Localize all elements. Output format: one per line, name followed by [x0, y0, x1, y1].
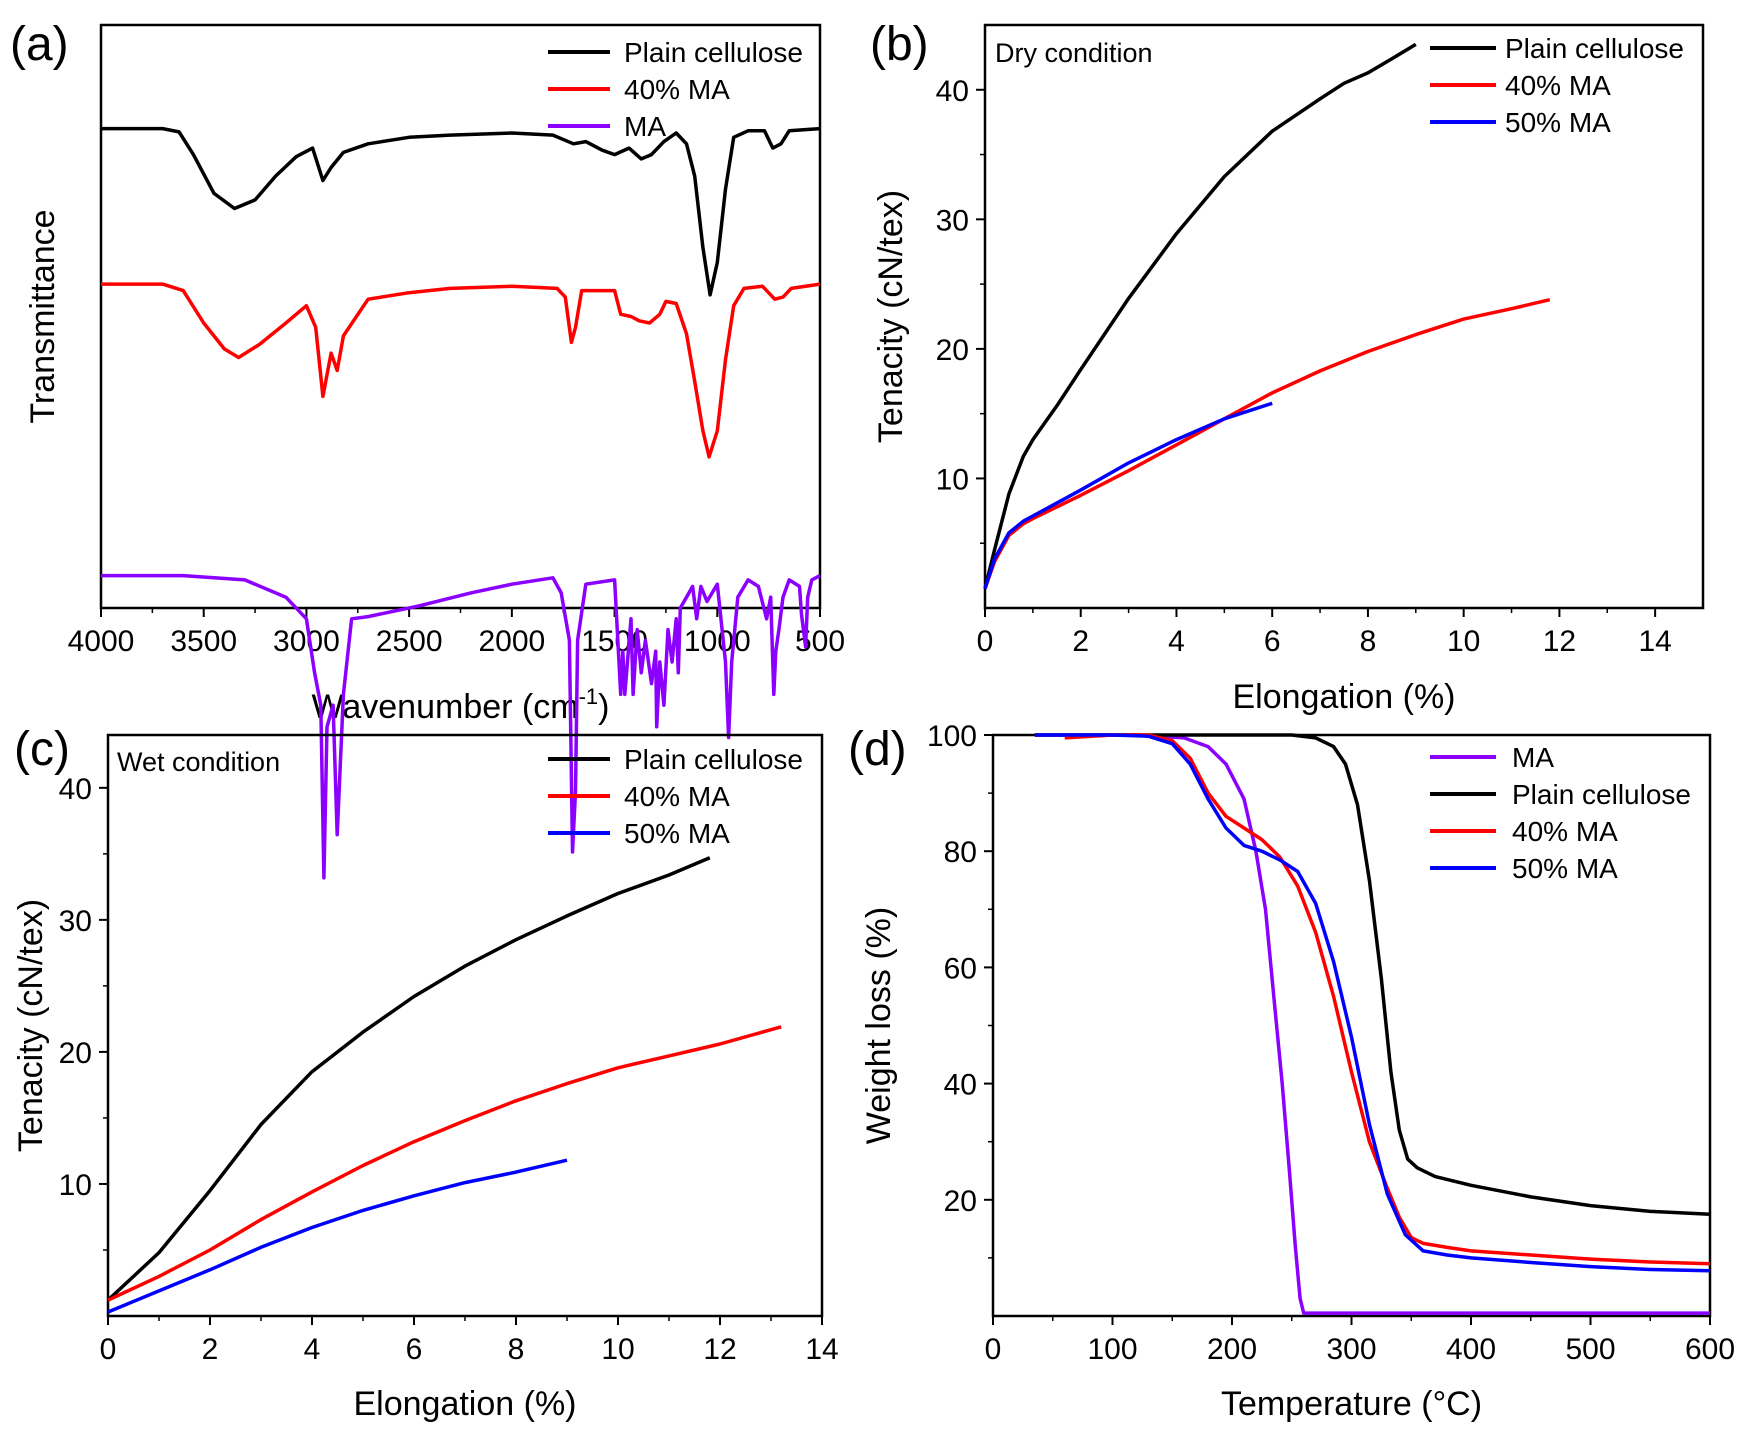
x-axis-label-main: Temperature (°C) [1221, 1385, 1482, 1423]
x-tick-label: 8 [1360, 625, 1377, 658]
legend-label: 40% MA [624, 781, 730, 812]
y-axis-label: Tenacity (cN/tex) [872, 190, 910, 443]
x-tick-label: 2 [202, 1333, 219, 1366]
y-axis-label: Tenacity (cN/tex) [12, 899, 50, 1152]
x-tick-label: 10 [1447, 625, 1480, 658]
y-axis-label: Weight loss (%) [860, 907, 898, 1144]
x-axis-label-main: Elongation (%) [353, 1385, 576, 1423]
panel-b: 0 2 4 6 8 10 12 14 10 20 30 40 Elongation (%) Tenacit… [870, 18, 1705, 716]
x-tick-label: 300 [1326, 1333, 1376, 1366]
x-axis-label: Wavenumber (cm-1) [312, 684, 610, 726]
panel-label: (d) [848, 723, 907, 776]
legend-label: 50% MA [1505, 107, 1611, 138]
series-line-50-ma [107, 1158, 568, 1314]
x-tick-label: 4 [304, 1333, 321, 1366]
y-tick-label: 30 [936, 204, 969, 237]
y-tick-label: 60 [944, 952, 977, 985]
x-tick-label: 4000 [68, 625, 135, 658]
x-tick-label: 6 [1264, 625, 1281, 658]
x-tick-label: 4 [1168, 625, 1185, 658]
panel-a: 4000 3500 3000 2500 2000 1500 1000 500Wavenumbe… [10, 18, 845, 880]
x-tick-label: 200 [1207, 1333, 1257, 1366]
y-tick-label: 100 [927, 720, 977, 753]
condition-annotation: Dry condition [995, 38, 1153, 68]
series-line-ma [101, 573, 821, 880]
y-tick-label: 20 [59, 1037, 92, 1070]
x-tick-label: 14 [1638, 625, 1671, 658]
x-tick-label: 3500 [170, 625, 237, 658]
legend-label: 40% MA [1505, 70, 1611, 101]
x-tick-label: 2500 [376, 625, 443, 658]
x-axis-label-sup: -1 [579, 684, 599, 709]
x-tick-label: 12 [703, 1333, 736, 1366]
legend-label: Plain cellulose [624, 744, 803, 775]
plot-frame [983, 23, 1705, 610]
series-line-plain-cellulose [106, 856, 711, 1302]
legend-label: 50% MA [624, 818, 730, 849]
y-tick-label: 20 [944, 1185, 977, 1218]
legend-label: 40% MA [624, 74, 730, 105]
y-tick-label: 10 [936, 463, 969, 496]
x-tick-label: 100 [1087, 1333, 1137, 1366]
y-tick-label: 20 [936, 334, 969, 367]
y-tick-label: 40 [944, 1069, 977, 1102]
legend-label: 40% MA [1512, 816, 1618, 847]
plot-frame [99, 23, 822, 610]
panel-d: 0 100 200 300 400 500 600 20 40 60 80 100 Temperatur… [848, 720, 1735, 1423]
series-line-50-ma [983, 401, 1273, 590]
x-tick-label: 500 [1565, 1333, 1615, 1366]
legend-label: 50% MA [1512, 853, 1618, 884]
x-tick-label: 400 [1446, 1333, 1496, 1366]
x-tick-label: 600 [1685, 1333, 1735, 1366]
legend-label: MA [1512, 742, 1554, 773]
panel-label: (a) [10, 18, 69, 71]
x-tick-label: 12 [1543, 625, 1576, 658]
x-axis-label: Temperature (°C) [1221, 1385, 1482, 1423]
x-tick-label: 1000 [684, 625, 751, 658]
series-line-50-ma [1034, 733, 1711, 1273]
series-line-plain-cellulose [983, 42, 1417, 590]
y-tick-label: 80 [944, 836, 977, 869]
x-tick-label: 8 [508, 1333, 525, 1366]
y-tick-label: 10 [59, 1169, 92, 1202]
x-tick-label: 6 [406, 1333, 423, 1366]
y-axis-label: Transmittance [24, 209, 62, 423]
series-line-40-ma [107, 1025, 782, 1302]
condition-annotation: Wet condition [117, 747, 280, 777]
panel-label: (c) [14, 723, 70, 776]
series-line-40-ma [983, 297, 1551, 590]
x-tick-label: 14 [805, 1333, 838, 1366]
legend-label: Plain cellulose [1512, 779, 1691, 810]
x-tick-label: 2 [1072, 625, 1089, 658]
panel-c: 0 2 4 6 8 10 12 14 10 20 30 40 Elongation (%) Tenacit… [12, 723, 839, 1423]
x-axis-label-main: Wavenumber (cm [312, 688, 579, 726]
x-tick-label: 0 [100, 1333, 117, 1366]
legend-label: Plain cellulose [1505, 33, 1684, 64]
legend-label: MA [624, 111, 666, 142]
y-tick-label: 40 [936, 75, 969, 108]
y-tick-label: 30 [59, 905, 92, 938]
series-line-plain-cellulose [101, 126, 821, 297]
series-line-40-ma [1064, 733, 1711, 1266]
x-axis-label: Elongation (%) [353, 1385, 576, 1423]
series-line-40-ma [101, 282, 821, 459]
x-tick-label: 0 [985, 1333, 1002, 1366]
x-tick-label: 0 [977, 625, 994, 658]
x-axis-label: Elongation (%) [1232, 678, 1455, 716]
x-tick-label: 10 [601, 1333, 634, 1366]
x-tick-label: 2000 [478, 625, 545, 658]
legend-label: Plain cellulose [624, 37, 803, 68]
panel-label: (b) [870, 18, 929, 71]
x-axis-label-tail: ) [598, 688, 609, 726]
x-axis-label-main: Elongation (%) [1232, 678, 1455, 716]
y-tick-label: 40 [59, 773, 92, 806]
series-line-ma [1034, 733, 1710, 1315]
series-line-plain-cellulose [1034, 733, 1711, 1217]
